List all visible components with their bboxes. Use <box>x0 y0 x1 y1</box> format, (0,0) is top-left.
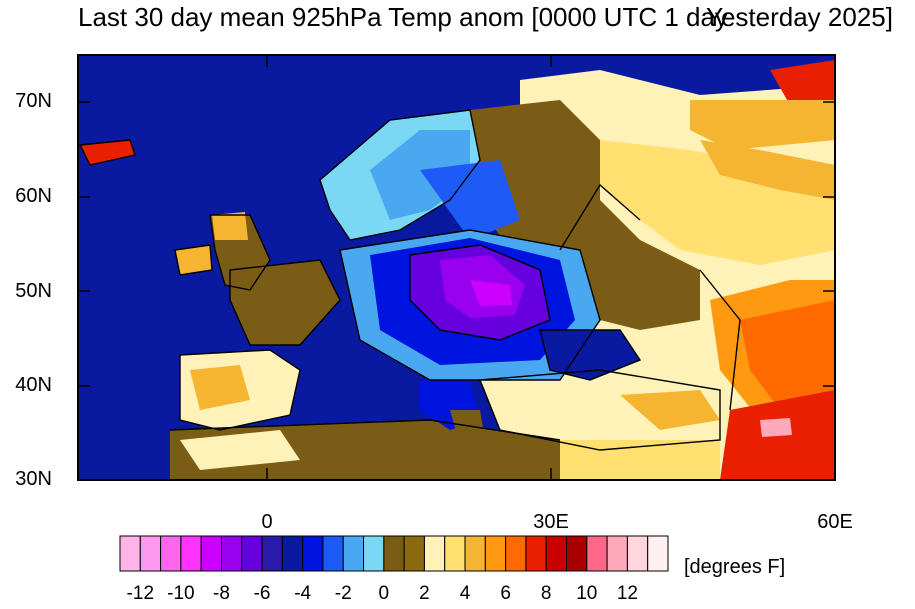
x-tick-0: 0 <box>261 511 273 533</box>
colorbar-box <box>525 535 547 572</box>
baltic <box>420 160 520 240</box>
colorbar-box <box>383 535 405 572</box>
colorbar-box <box>423 535 446 572</box>
colorbar-tick-label: -2 <box>334 583 352 604</box>
colorbar-box <box>484 535 507 572</box>
colorbar-box <box>505 535 527 572</box>
iberia-orange <box>190 365 250 410</box>
colorbar-box <box>545 535 568 572</box>
turkey-orange <box>620 390 720 430</box>
y-tick-70n: 70N <box>15 90 52 112</box>
colorbar-tick-label: 4 <box>459 583 471 604</box>
colorbar-box <box>261 535 283 572</box>
country-borders <box>78 109 741 451</box>
colorbar-tick-label: -6 <box>253 583 271 604</box>
colorbar-box <box>626 535 649 572</box>
uk-orange <box>212 212 248 240</box>
ireland <box>175 245 212 275</box>
colorbar-box <box>241 535 263 572</box>
colorbar-tick-label: -8 <box>213 583 230 604</box>
greece <box>450 410 485 445</box>
core-max <box>470 280 512 306</box>
colorbar-box <box>403 535 425 572</box>
map-border <box>77 54 836 481</box>
france <box>230 260 340 345</box>
axis-ticks <box>78 55 836 481</box>
black-sea-warm <box>540 330 640 380</box>
y-tick-60n: 60N <box>15 185 52 207</box>
chart-title: Last 30 day mean 925hPa Temp anom [0000 … <box>78 2 728 32</box>
colorbar-box <box>139 535 162 572</box>
colorbar-tick-label: 0 <box>378 583 390 604</box>
colorbar-box <box>342 535 365 572</box>
x-tick-30e: 30E <box>533 511 569 533</box>
y-tick-30n: 30N <box>15 468 52 490</box>
colorbar <box>119 535 669 572</box>
caspian-red <box>740 300 835 420</box>
colorbar-tick-label: -4 <box>294 583 312 604</box>
northeast-orange <box>690 100 835 150</box>
north-africa-warm <box>180 430 300 470</box>
units-label: [degrees F] <box>684 556 786 578</box>
colorbar-box <box>302 535 324 572</box>
colorbar-tick-label: 8 <box>540 583 552 604</box>
colorbar-box <box>200 535 222 572</box>
y-tick-40n: 40N <box>15 374 52 396</box>
colorbar-box <box>606 535 628 572</box>
colorbar-box <box>322 535 344 572</box>
iceland <box>80 140 135 165</box>
northeast-red <box>770 60 835 110</box>
colorbar-box <box>281 535 304 572</box>
colorbar-tick-label: 6 <box>500 583 511 604</box>
colorbar-tick-label: -12 <box>126 583 155 604</box>
russia-orange-patch <box>700 140 835 200</box>
colorbar-box <box>586 535 608 572</box>
iran-pink-spot <box>760 418 792 437</box>
colorbar-box <box>119 535 141 572</box>
colorbar-tick-label: -10 <box>167 583 195 604</box>
colorbar-box <box>180 535 202 572</box>
colorbar-tick-label: 2 <box>419 583 430 604</box>
colorbar-box <box>647 535 669 572</box>
colorbar-tick-label: 10 <box>576 583 598 604</box>
chart-title-date: Yesterday 2025] <box>706 2 893 32</box>
colorbar-box <box>566 535 588 572</box>
colorbar-box <box>160 535 182 572</box>
colorbar-box <box>363 535 385 572</box>
colorbar-box <box>220 535 243 572</box>
colorbar-box <box>464 535 486 572</box>
colorbar-tick-label: 12 <box>616 583 638 604</box>
x-tick-60e: 60E <box>817 511 853 533</box>
colorbar-box <box>444 535 466 572</box>
y-tick-50n: 50N <box>15 280 52 302</box>
